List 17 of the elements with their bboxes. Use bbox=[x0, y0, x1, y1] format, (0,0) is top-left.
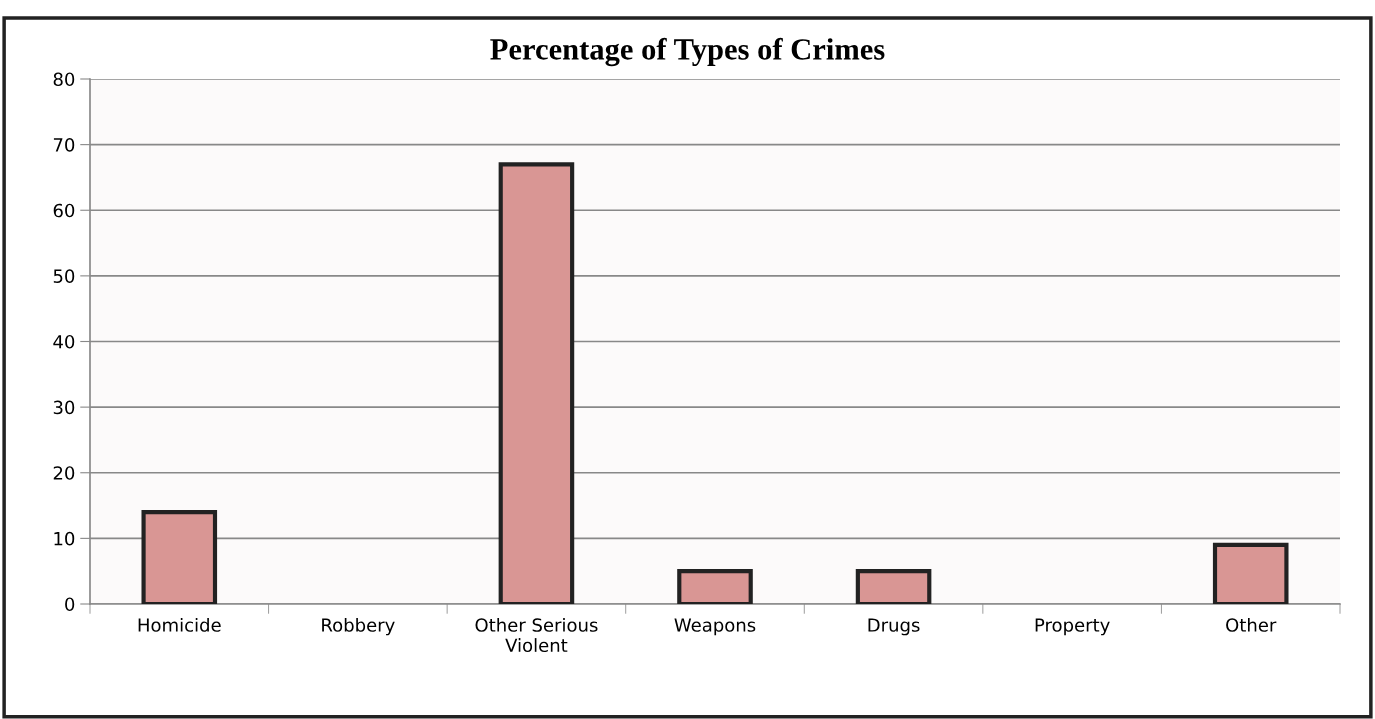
x-tick-label: Weapons bbox=[674, 618, 756, 636]
x-tick-label: Other bbox=[1226, 617, 1277, 632]
y-tick-label: 60 bbox=[53, 203, 75, 218]
y-tick-label: 20 bbox=[53, 466, 75, 480]
chart-title: Percentage of Types of Crimes bbox=[490, 37, 885, 67]
x-tick-label: Drugs bbox=[868, 618, 920, 636]
x-tick-label: Property bbox=[1035, 618, 1110, 636]
y-tick-label: 70 bbox=[53, 138, 75, 152]
y-tick-label: 50 bbox=[53, 269, 75, 283]
x-tick-label: Homicide bbox=[138, 617, 221, 632]
y-tick-label: 80 bbox=[53, 72, 75, 87]
y-tick-label: 30 bbox=[53, 400, 75, 415]
x-tick-label: Other Serious Violent bbox=[475, 617, 598, 653]
x-tick-label: Robbery bbox=[322, 617, 395, 636]
y-tick-label: 10 bbox=[54, 531, 75, 546]
y-tick-label: 0 bbox=[65, 597, 75, 612]
y-tick-label: 40 bbox=[53, 334, 75, 349]
